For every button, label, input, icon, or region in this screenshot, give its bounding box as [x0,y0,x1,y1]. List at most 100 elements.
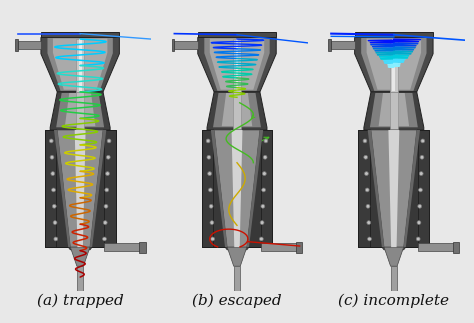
Circle shape [261,204,265,208]
Circle shape [365,188,369,192]
Polygon shape [227,247,247,266]
Ellipse shape [386,45,402,56]
Polygon shape [233,38,241,92]
Polygon shape [45,130,56,247]
Polygon shape [233,92,241,130]
Circle shape [263,155,267,159]
Circle shape [53,221,57,224]
Circle shape [209,204,213,208]
Polygon shape [41,37,119,92]
Circle shape [50,155,54,159]
Polygon shape [47,38,113,91]
Polygon shape [296,242,302,253]
Circle shape [105,188,109,192]
Polygon shape [201,130,273,247]
Circle shape [106,172,109,175]
Polygon shape [201,130,213,247]
Text: (b) escaped: (b) escaped [192,293,282,308]
Polygon shape [222,93,252,126]
Polygon shape [358,130,429,247]
Polygon shape [214,130,260,247]
Circle shape [49,139,53,143]
Polygon shape [368,130,384,247]
Polygon shape [104,130,116,247]
Polygon shape [65,93,95,126]
Circle shape [206,139,210,143]
Polygon shape [76,92,84,130]
Polygon shape [174,41,198,49]
Polygon shape [388,130,399,247]
Circle shape [210,221,214,224]
Polygon shape [210,38,264,90]
Circle shape [106,155,110,159]
Polygon shape [68,247,92,250]
Polygon shape [404,130,420,247]
Polygon shape [45,130,116,247]
Polygon shape [139,242,146,253]
Polygon shape [390,92,398,130]
Circle shape [107,139,111,143]
Circle shape [260,221,264,224]
Polygon shape [225,247,249,250]
Polygon shape [418,243,454,252]
Polygon shape [418,130,429,247]
Polygon shape [355,37,433,92]
Polygon shape [371,130,417,247]
Circle shape [53,204,56,208]
Circle shape [259,237,263,241]
Polygon shape [90,130,106,247]
Circle shape [367,221,371,224]
Circle shape [207,155,211,159]
Polygon shape [56,93,104,127]
Polygon shape [236,38,238,91]
Polygon shape [384,247,404,266]
Circle shape [420,155,424,159]
Circle shape [263,172,266,175]
Polygon shape [328,39,331,51]
Polygon shape [57,130,103,247]
Polygon shape [361,38,427,91]
Polygon shape [53,38,108,90]
Polygon shape [261,130,273,247]
Circle shape [51,172,55,175]
Circle shape [368,237,372,241]
Circle shape [211,237,215,241]
Polygon shape [364,92,424,130]
Circle shape [421,139,425,143]
Polygon shape [234,266,240,291]
Ellipse shape [379,44,409,63]
Polygon shape [247,130,263,247]
Polygon shape [198,32,276,37]
Circle shape [417,221,421,224]
Polygon shape [366,38,421,90]
Circle shape [419,188,422,192]
Circle shape [52,188,55,192]
Circle shape [208,172,211,175]
Polygon shape [172,39,174,51]
Polygon shape [453,242,459,253]
Text: (a) trapped: (a) trapped [37,293,124,308]
Polygon shape [370,93,418,127]
Polygon shape [15,39,18,51]
Polygon shape [77,266,83,291]
Polygon shape [392,38,395,91]
Circle shape [262,188,265,192]
Circle shape [364,155,368,159]
Circle shape [103,221,107,224]
Circle shape [365,172,368,175]
Text: (c) incomplete: (c) incomplete [338,293,449,308]
Polygon shape [355,32,433,37]
Polygon shape [232,130,242,247]
Polygon shape [50,92,110,130]
Polygon shape [390,38,398,92]
Polygon shape [204,38,270,91]
Polygon shape [79,38,82,91]
Polygon shape [76,38,84,92]
Polygon shape [261,243,297,252]
Circle shape [104,204,108,208]
Polygon shape [331,41,355,49]
Polygon shape [41,32,119,37]
Polygon shape [104,243,140,252]
Polygon shape [198,37,276,92]
Polygon shape [358,130,370,247]
